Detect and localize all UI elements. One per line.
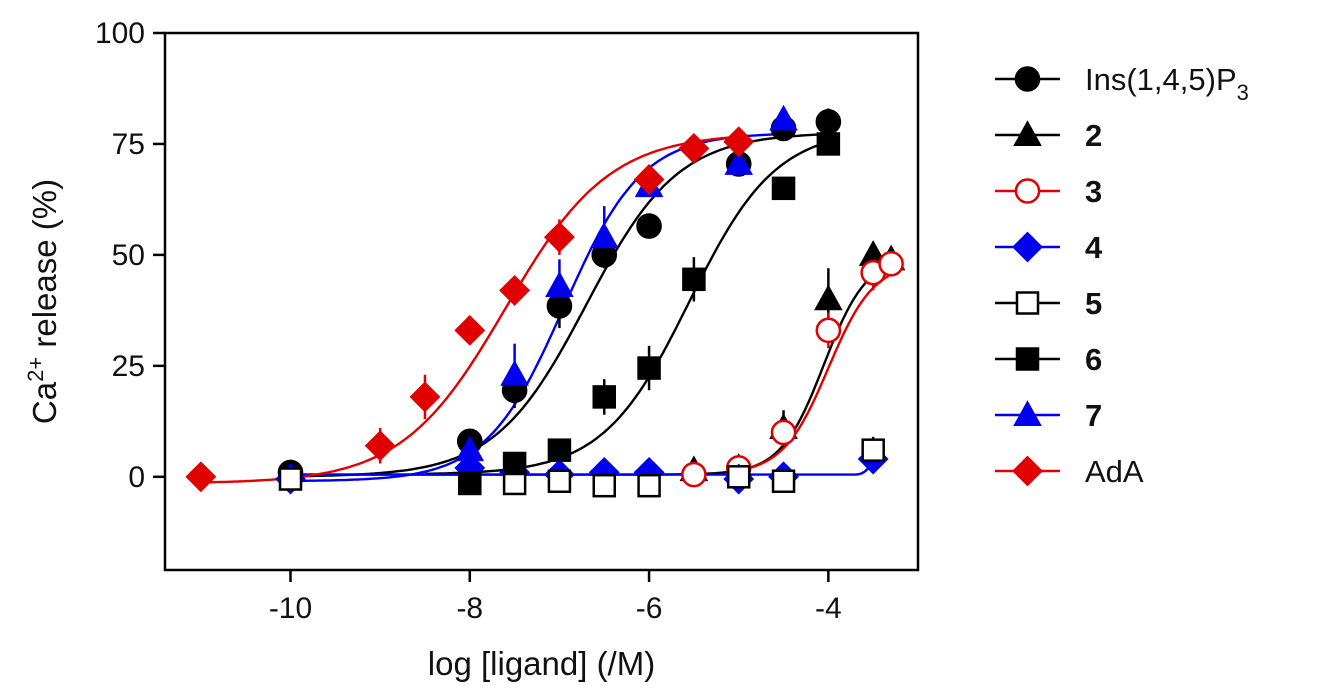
data-point-s6-p3: [547, 438, 572, 462]
data-point-s6-p5: [637, 356, 661, 380]
legend-label-1: Ins(1,4,5)P3: [1085, 62, 1249, 105]
data-point-s7-p1: [455, 435, 485, 462]
data-point-s5-p5: [637, 473, 661, 498]
plot-frame: [163, 31, 920, 572]
x-tick-label-1: -10: [269, 592, 312, 625]
data-point-s1-p6: [636, 213, 662, 239]
legend-marker-8: [1012, 455, 1043, 487]
legend-entry-3: 3: [995, 174, 1102, 209]
data-point-s1-p9: [815, 108, 842, 135]
data-point-s8-p4: [454, 314, 486, 346]
x-tick-label-3: -6: [636, 592, 663, 625]
y-tick-label-1: 0: [128, 461, 145, 494]
y-axis-title-rest: release (%): [26, 179, 63, 357]
legend-label-2: 2: [1085, 118, 1102, 153]
data-point-s8-p6: [544, 221, 575, 253]
legend-entry-8: AdA: [995, 454, 1144, 489]
data-point-s6-p8: [816, 132, 841, 156]
legend-label-text-6: 6: [1085, 342, 1102, 377]
legend-label-text-2: 2: [1085, 118, 1102, 153]
data-points: [185, 104, 906, 498]
fit-curve-3: [738, 273, 892, 472]
y-axis-title-base: Ca: [26, 381, 63, 424]
data-point-s1-p4: [546, 293, 573, 319]
data-point-s8-p5: [499, 274, 531, 306]
data-point-s7-p4: [589, 222, 619, 249]
data-point-s7-p6: [724, 149, 754, 175]
legend-label-4: 4: [1085, 230, 1103, 265]
legend-label-3: 3: [1085, 174, 1102, 209]
legend-label-5: 5: [1085, 286, 1102, 321]
y-axis-title-sup: 2+: [23, 357, 48, 382]
legend-label-text-1: Ins(1,4,5)P: [1085, 62, 1237, 97]
legend-marker-4: [1012, 231, 1043, 263]
legend-label-text-7: 7: [1085, 398, 1102, 433]
x-tick-label-2: -8: [456, 592, 483, 625]
legend-entry-1: Ins(1,4,5)P3: [995, 62, 1249, 105]
fit-curve-6: [425, 140, 829, 475]
data-point-s6-p1: [458, 471, 482, 496]
legend-label-8: AdA: [1085, 454, 1144, 489]
legend-marker-6: [1015, 347, 1040, 371]
data-point-s7-p3: [545, 271, 574, 297]
y-tick-label-4: 75: [112, 128, 145, 161]
legend-label-7: 7: [1085, 398, 1102, 433]
legend-marker-3: [1014, 178, 1041, 204]
legend-label-6: 6: [1085, 342, 1102, 377]
legend-label-text-5: 5: [1085, 286, 1102, 321]
y-tick-label-2: 25: [112, 350, 145, 383]
data-point-s6-p2: [502, 451, 527, 476]
legend-marker-1: [1014, 66, 1041, 92]
data-point-s6-p6: [682, 267, 706, 292]
legend-label-sub-1: 3: [1237, 80, 1249, 105]
legend-entry-5: 5: [995, 286, 1102, 321]
x-tick-label-4: -4: [815, 592, 842, 625]
data-point-s8-p1: [185, 461, 217, 493]
data-point-s5-p1: [278, 467, 303, 491]
error-bars: [378, 108, 893, 477]
data-point-s2-p4: [814, 284, 843, 311]
y-axis-title: Ca2+ release (%): [23, 179, 63, 424]
legend-entry-6: 6: [995, 342, 1102, 377]
data-point-s8-p8: [678, 132, 710, 164]
legend-marker-5: [1015, 291, 1040, 315]
data-point-s5-p7: [771, 469, 796, 493]
data-point-s8-p9: [723, 126, 755, 158]
legend-label-text-4: 4: [1085, 230, 1103, 265]
x-axis-title: log [ligand] (/M): [428, 645, 655, 682]
data-point-s5-p6: [726, 465, 751, 489]
data-point-s3-p1: [681, 461, 707, 488]
data-point-s8-p3: [409, 381, 441, 413]
legend-marker-7: [1013, 400, 1042, 426]
data-point-s5-p3: [547, 469, 572, 493]
data-point-s8-p7: [633, 164, 665, 195]
data-point-s6-p4: [592, 385, 616, 409]
data-point-s8-p2: [364, 430, 396, 462]
data-point-s5-p4: [592, 473, 616, 498]
fit-curve-7: [290, 132, 784, 483]
data-point-s5-p2: [502, 471, 527, 496]
data-point-s3-p4: [815, 317, 842, 344]
legend-label-text-3: 3: [1085, 174, 1102, 209]
data-point-s3-p3: [770, 419, 797, 446]
y-tick-label-5: 100: [95, 17, 145, 50]
legend-entry-2: 2: [995, 118, 1102, 153]
axes: -10 -8 -6 -4 0 25 50 75 100 log [ligand] (/M) Ca2+…: [23, 17, 920, 682]
y-tick-label-3: 50: [112, 239, 145, 272]
legend-label-text-8: AdA: [1085, 454, 1144, 489]
legend-entry-4: 4: [995, 230, 1103, 265]
data-point-s7-p7: [769, 104, 798, 131]
data-point-s3-p6: [878, 250, 904, 277]
data-point-s5-p8: [861, 438, 885, 462]
legend-marker-2: [1013, 120, 1042, 146]
data-point-s7-p2: [500, 359, 529, 386]
legend-entry-7: 7: [995, 398, 1102, 433]
data-point-s6-p7: [771, 176, 796, 201]
